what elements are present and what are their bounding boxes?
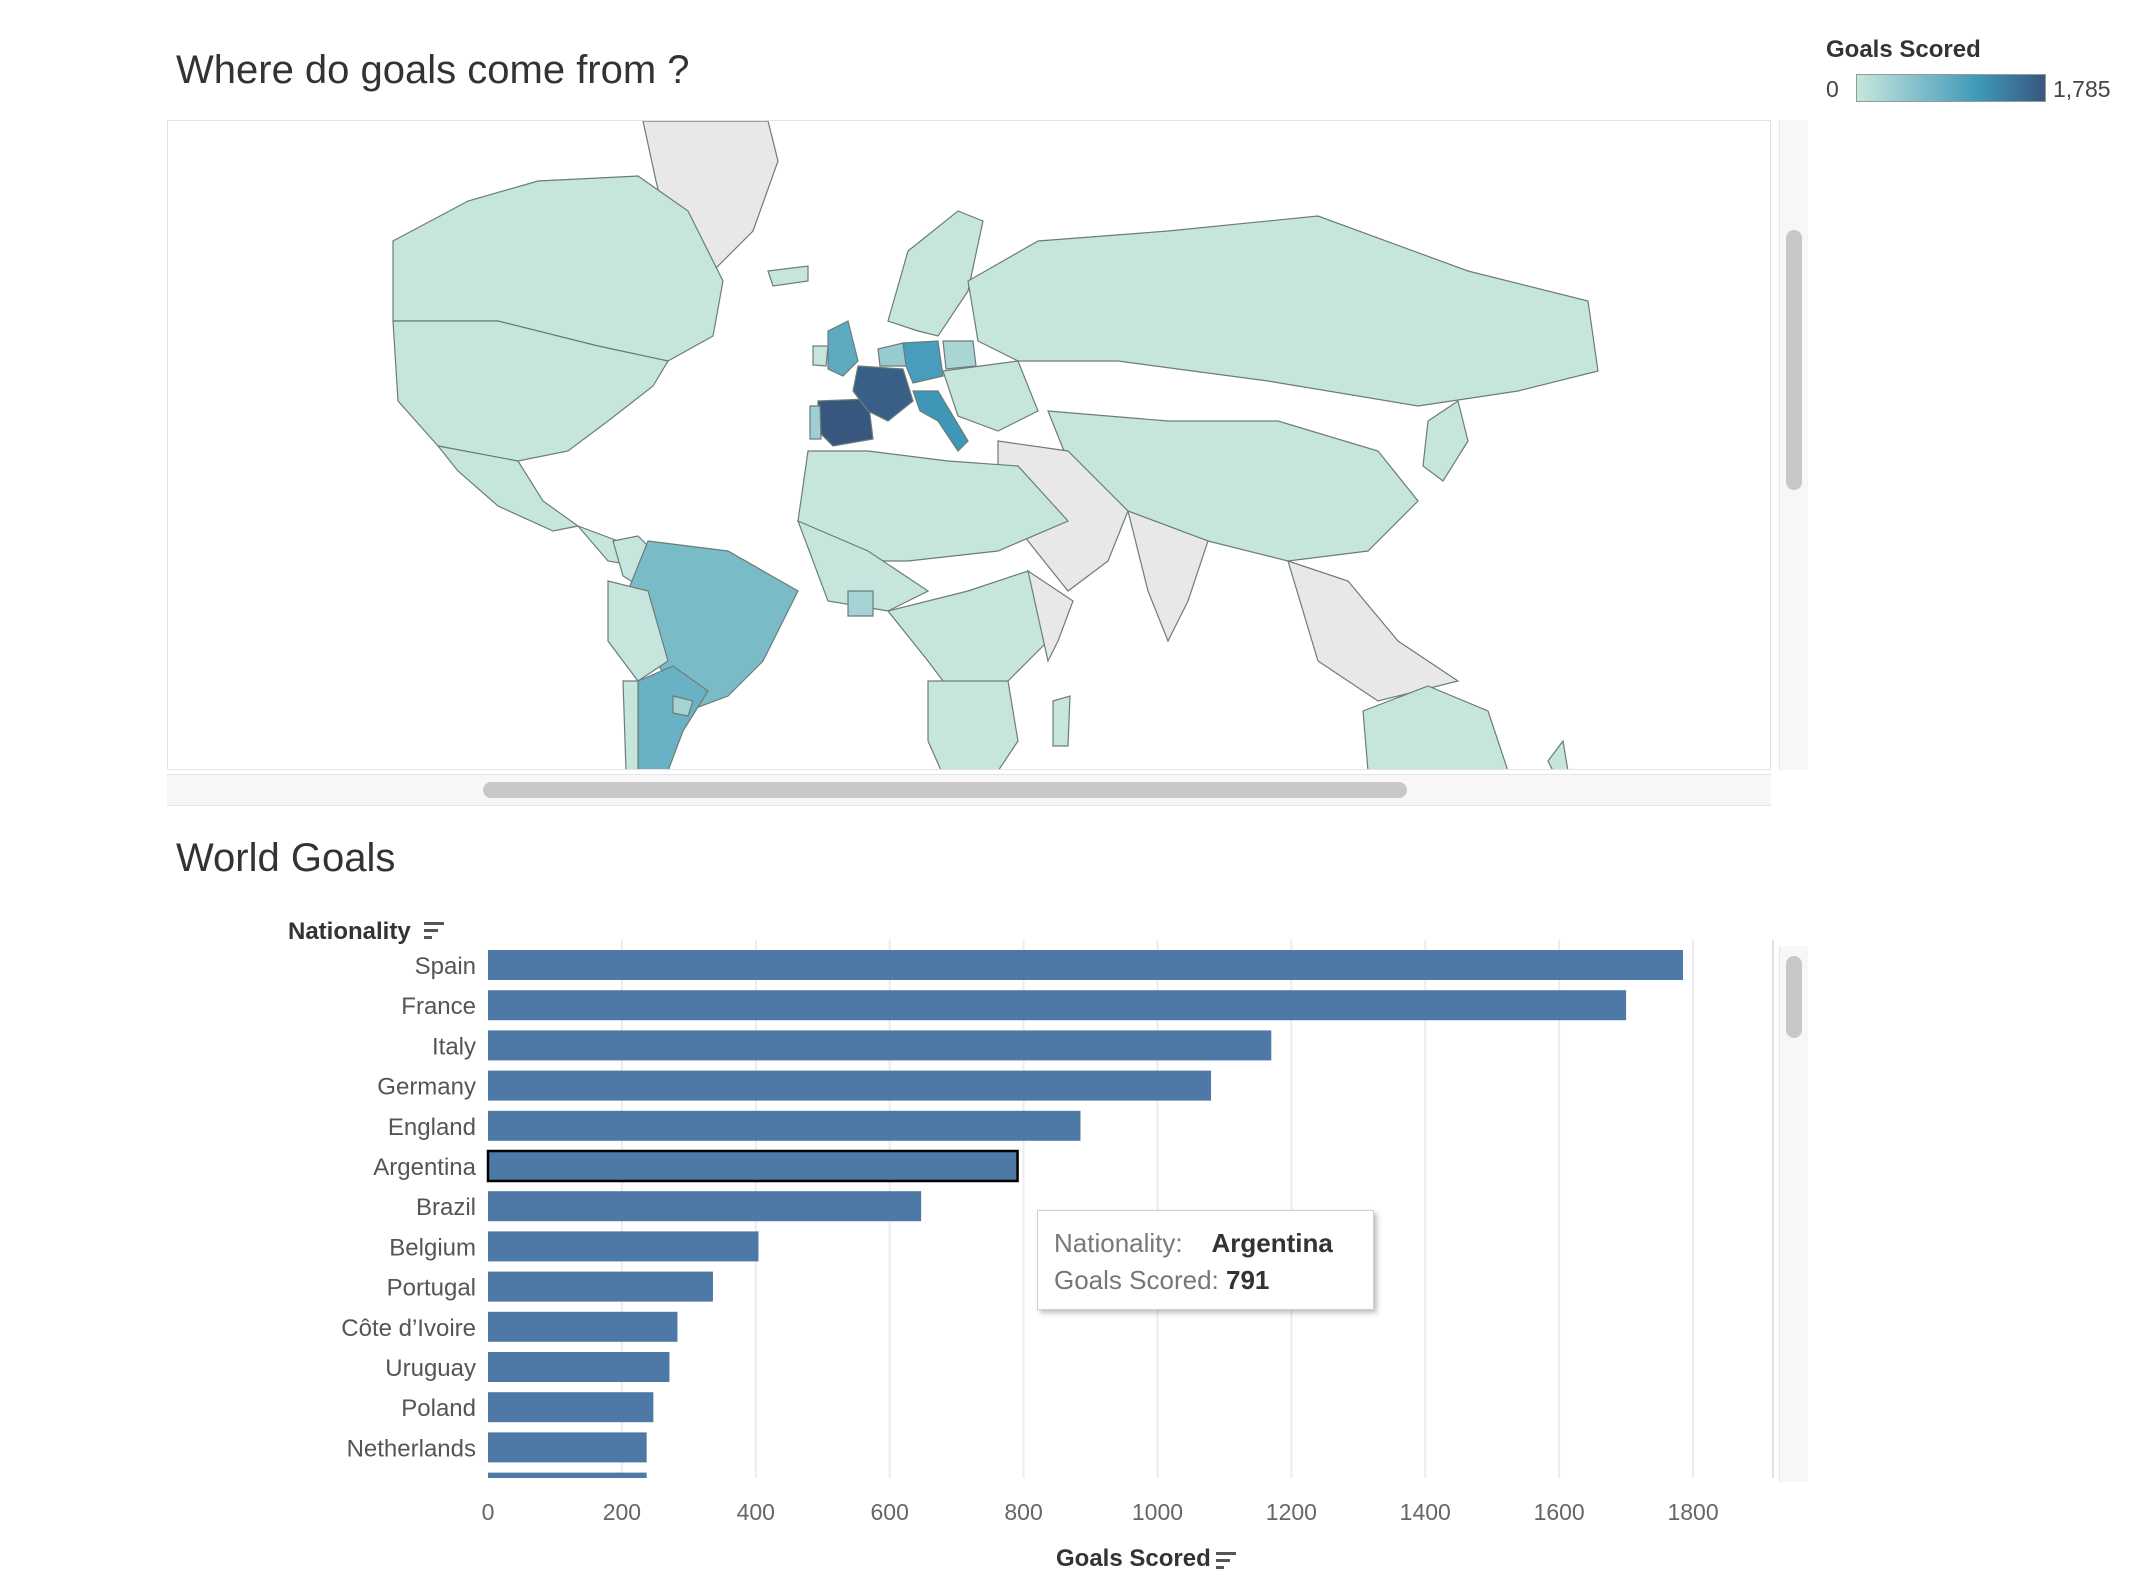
category-label: Poland bbox=[401, 1395, 476, 1422]
country-germany[interactable] bbox=[902, 340, 944, 384]
map-vertical-scroll-thumb[interactable] bbox=[1786, 230, 1802, 490]
tooltip-goals-key: Goals Scored: bbox=[1054, 1265, 1219, 1295]
category-label: Italy bbox=[432, 1033, 476, 1060]
country-ireland[interactable] bbox=[812, 345, 829, 367]
x-axis-label: Goals Scored bbox=[1056, 1545, 1211, 1572]
category-label: Spain bbox=[415, 953, 476, 980]
legend-min: 0 bbox=[1826, 76, 1839, 102]
x-tick-label: 200 bbox=[603, 1499, 641, 1525]
bar-partial[interactable] bbox=[488, 1472, 647, 1481]
category-label: Germany bbox=[377, 1074, 476, 1101]
sort-icon[interactable] bbox=[424, 920, 448, 942]
country-south-africa[interactable] bbox=[927, 680, 1019, 770]
country-cote-divoire[interactable] bbox=[847, 590, 874, 617]
category-label: Netherlands bbox=[347, 1435, 476, 1462]
bar-argentina[interactable] bbox=[486, 1149, 1019, 1183]
country-chile[interactable] bbox=[622, 680, 639, 770]
bar-vertical-scroll-thumb[interactable] bbox=[1786, 956, 1802, 1038]
axis-mask bbox=[0, 1478, 1820, 1538]
country-portugal[interactable] bbox=[809, 405, 822, 440]
country-madagascar[interactable] bbox=[1052, 695, 1071, 747]
x-tick-label: 1400 bbox=[1400, 1499, 1451, 1525]
bar-vertical-scrollbar[interactable] bbox=[1779, 946, 1808, 1482]
x-tick-label: 600 bbox=[870, 1499, 908, 1525]
x-tick-label: 1000 bbox=[1132, 1499, 1183, 1525]
country-india[interactable] bbox=[1127, 510, 1209, 643]
x-sort-icon[interactable] bbox=[1216, 1550, 1240, 1572]
category-label: Belgium bbox=[389, 1234, 476, 1261]
bar-chart[interactable]: Spain France Italy Germany England Argentina B… bbox=[0, 940, 1820, 1540]
x-tick-label: 0 bbox=[482, 1499, 495, 1525]
map-title: Where do goals come from ? bbox=[176, 48, 690, 92]
country-east-europe[interactable] bbox=[942, 360, 1039, 432]
nationality-header[interactable]: Nationality bbox=[288, 918, 411, 945]
map-horizontal-scrollbar[interactable] bbox=[167, 774, 1771, 806]
tooltip-nationality-value: Argentina bbox=[1211, 1228, 1333, 1258]
country-russia[interactable] bbox=[967, 215, 1599, 407]
x-tick-label: 1200 bbox=[1266, 1499, 1317, 1525]
category-label: Brazil bbox=[416, 1194, 476, 1221]
country-west-africa[interactable] bbox=[796, 519, 930, 612]
x-tick-label: 400 bbox=[737, 1499, 775, 1525]
tooltip: Nationality: Argentina Goals Scored: 791 bbox=[1037, 1210, 1374, 1310]
category-label: Uruguay bbox=[385, 1355, 476, 1382]
country-east-africa[interactable] bbox=[1027, 569, 1074, 663]
country-peru-bolivia[interactable] bbox=[607, 580, 669, 682]
legend-gradient bbox=[1856, 74, 2046, 102]
world-map-panel[interactable] bbox=[167, 120, 1771, 770]
bar-germany[interactable] bbox=[488, 1070, 1212, 1101]
map-horizontal-scroll-thumb[interactable] bbox=[483, 782, 1407, 798]
x-tick-label: 1600 bbox=[1534, 1499, 1585, 1525]
country-iceland[interactable] bbox=[767, 265, 809, 287]
bar-spain[interactable] bbox=[488, 950, 1684, 980]
country-nz[interactable] bbox=[1547, 739, 1569, 770]
world-map[interactable] bbox=[168, 121, 1771, 770]
country-usa[interactable] bbox=[392, 320, 669, 462]
category-label: England bbox=[388, 1114, 476, 1141]
color-legend: Goals Scored 0 1,785 bbox=[1826, 36, 2126, 110]
x-tick-label: 800 bbox=[1004, 1499, 1042, 1525]
bar-poland[interactable] bbox=[488, 1392, 654, 1423]
tooltip-goals-value: 791 bbox=[1225, 1265, 1270, 1295]
category-label: Portugal bbox=[387, 1275, 476, 1302]
bar-portugal[interactable] bbox=[488, 1271, 713, 1302]
legend-title: Goals Scored bbox=[1826, 36, 1981, 63]
bar-france[interactable] bbox=[488, 990, 1627, 1021]
bar-italy[interactable] bbox=[488, 1030, 1272, 1061]
country-central-africa[interactable] bbox=[886, 570, 1049, 702]
tooltip-nationality-key: Nationality: bbox=[1054, 1228, 1183, 1258]
bar-c-te-d-ivoire[interactable] bbox=[488, 1311, 678, 1342]
country-australia[interactable] bbox=[1362, 685, 1508, 770]
bar-uruguay[interactable] bbox=[488, 1352, 670, 1382]
map-vertical-scrollbar[interactable] bbox=[1779, 120, 1808, 770]
bar-brazil[interactable] bbox=[488, 1191, 922, 1222]
country-mexico[interactable] bbox=[436, 445, 580, 532]
country-poland[interactable] bbox=[942, 340, 977, 370]
country-se-asia[interactable] bbox=[1287, 560, 1460, 702]
country-uk[interactable] bbox=[827, 320, 859, 377]
category-label: Côte d’Ivoire bbox=[341, 1315, 476, 1342]
category-label: Argentina bbox=[373, 1154, 476, 1181]
bar-netherlands[interactable] bbox=[488, 1432, 647, 1463]
country-italy[interactable] bbox=[912, 390, 969, 452]
bar-england[interactable] bbox=[488, 1110, 1081, 1141]
x-tick-label: 1800 bbox=[1667, 1499, 1718, 1525]
bar-belgium[interactable] bbox=[488, 1231, 759, 1262]
country-japan[interactable] bbox=[1422, 400, 1469, 482]
legend-max: 1,785 bbox=[2053, 76, 2111, 102]
country-uruguay[interactable] bbox=[672, 695, 694, 717]
country-scandinavia[interactable] bbox=[887, 210, 984, 337]
country-france[interactable] bbox=[852, 365, 914, 422]
category-label: France bbox=[401, 993, 476, 1020]
country-argentina[interactable] bbox=[637, 665, 709, 770]
bar-title: World Goals bbox=[176, 836, 396, 880]
